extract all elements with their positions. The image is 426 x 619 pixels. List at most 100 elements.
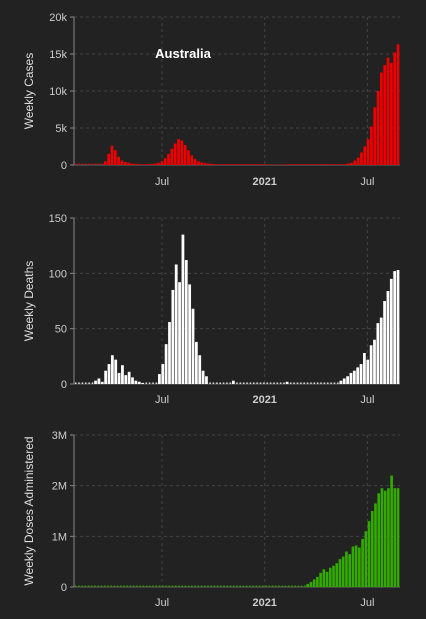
y-tick-label: 1M bbox=[52, 531, 67, 543]
bar bbox=[288, 585, 290, 587]
bar bbox=[393, 53, 396, 165]
bar bbox=[254, 164, 257, 165]
bar bbox=[320, 382, 322, 384]
bar bbox=[373, 107, 376, 165]
bar bbox=[91, 163, 93, 165]
bar bbox=[259, 585, 261, 587]
bar bbox=[310, 382, 312, 384]
bar bbox=[280, 382, 282, 384]
bar bbox=[384, 491, 387, 587]
bar bbox=[182, 235, 185, 384]
bar bbox=[393, 271, 396, 384]
bar bbox=[270, 382, 272, 384]
bar bbox=[366, 360, 369, 384]
bar bbox=[310, 582, 313, 587]
bar bbox=[92, 382, 94, 384]
bar bbox=[170, 149, 173, 165]
bar bbox=[360, 364, 363, 384]
bar bbox=[118, 373, 121, 384]
bar bbox=[192, 309, 195, 384]
bar bbox=[214, 164, 217, 165]
bar bbox=[85, 382, 87, 384]
bar bbox=[283, 382, 285, 384]
bar bbox=[130, 585, 132, 587]
bar bbox=[141, 383, 144, 384]
bar bbox=[154, 164, 157, 165]
bar bbox=[217, 585, 219, 587]
bar bbox=[327, 164, 330, 165]
bar bbox=[293, 382, 295, 384]
bar bbox=[202, 371, 205, 384]
bar bbox=[249, 585, 251, 587]
bar bbox=[360, 152, 363, 165]
bar bbox=[310, 164, 313, 165]
bar bbox=[272, 585, 274, 587]
bar bbox=[111, 355, 114, 384]
bar bbox=[172, 585, 174, 587]
bar bbox=[335, 563, 338, 587]
bar bbox=[358, 547, 361, 587]
bar bbox=[85, 163, 87, 165]
bar bbox=[281, 585, 283, 587]
bar bbox=[278, 585, 280, 587]
bar bbox=[194, 585, 196, 587]
bar bbox=[350, 163, 353, 165]
bar bbox=[340, 381, 343, 384]
bar bbox=[316, 577, 319, 587]
bar bbox=[380, 73, 383, 166]
y-tick-label: 50 bbox=[55, 324, 67, 336]
bar bbox=[177, 139, 180, 165]
bar bbox=[330, 164, 333, 165]
bar bbox=[143, 585, 145, 587]
bar bbox=[390, 63, 393, 165]
bar bbox=[84, 585, 86, 587]
bar bbox=[134, 164, 137, 165]
bar bbox=[260, 382, 262, 384]
bar bbox=[126, 585, 128, 587]
bar bbox=[317, 382, 319, 384]
bar bbox=[353, 161, 356, 165]
bar bbox=[297, 164, 300, 165]
bar bbox=[194, 159, 197, 165]
bar bbox=[387, 58, 390, 165]
bar bbox=[304, 585, 306, 587]
bar bbox=[371, 511, 374, 587]
bar bbox=[387, 291, 390, 384]
bar bbox=[88, 585, 90, 587]
bar bbox=[210, 164, 213, 165]
bar bbox=[162, 585, 164, 587]
bar bbox=[303, 382, 305, 384]
bar bbox=[75, 382, 77, 384]
bar bbox=[165, 344, 168, 384]
bar bbox=[374, 503, 377, 587]
bar bbox=[243, 585, 245, 587]
y-axis-label: Weekly Deaths bbox=[22, 261, 36, 341]
bar bbox=[210, 585, 212, 587]
bar bbox=[345, 552, 348, 587]
bar bbox=[97, 585, 99, 587]
bar bbox=[131, 377, 134, 384]
bar bbox=[266, 382, 268, 384]
bar bbox=[268, 585, 270, 587]
bar bbox=[138, 382, 141, 384]
bar bbox=[104, 585, 106, 587]
bar bbox=[114, 360, 117, 384]
bar bbox=[232, 381, 235, 384]
y-tick-label: 15k bbox=[49, 49, 67, 61]
bar bbox=[75, 163, 77, 165]
bar bbox=[188, 585, 190, 587]
bar bbox=[394, 488, 397, 587]
bar bbox=[98, 163, 100, 165]
bar bbox=[223, 382, 225, 384]
bar bbox=[387, 488, 390, 587]
bar bbox=[146, 585, 148, 587]
bar bbox=[377, 493, 380, 587]
bar bbox=[101, 163, 103, 165]
bar bbox=[213, 382, 215, 384]
bar bbox=[330, 382, 332, 384]
bar bbox=[240, 382, 242, 384]
bar bbox=[124, 375, 127, 384]
bar bbox=[300, 382, 302, 384]
bar bbox=[313, 382, 315, 384]
bar bbox=[350, 373, 353, 384]
